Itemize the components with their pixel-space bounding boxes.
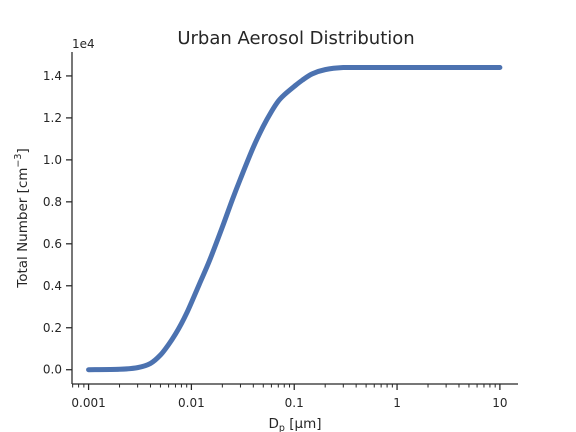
- y-axis-label: Total Number [cm−3]: [13, 148, 31, 288]
- x-tick-label: 0.01: [178, 396, 205, 410]
- x-tick-label: 1: [393, 396, 401, 410]
- y-axis-ticks: 0.0 0.2 0.4 0.6 0.8 1.0 1.2 1.4: [43, 69, 72, 377]
- y-offset-label: 1e4: [72, 37, 95, 51]
- chart-title: Urban Aerosol Distribution: [177, 28, 414, 49]
- y-tick-label: 1.0: [43, 153, 62, 167]
- series-layer: [86, 65, 503, 373]
- x-tick-label: 0.001: [71, 396, 105, 410]
- y-tick-label: 1.4: [43, 69, 62, 83]
- x-tick-label: 0.1: [285, 396, 304, 410]
- y-tick-label: 0.4: [43, 279, 62, 293]
- y-label-end: ]: [15, 148, 31, 153]
- y-tick-label: 0.6: [43, 237, 62, 251]
- y-tick-label: 0.8: [43, 195, 62, 209]
- x-label-sub: p: [279, 423, 285, 432]
- y-label-main: Total Number [cm: [15, 168, 31, 289]
- x-label-main: D: [268, 416, 278, 432]
- y-label-sup: −3: [13, 154, 24, 168]
- y-tick-label: 1.2: [43, 111, 62, 125]
- y-tick-label: 0.2: [43, 321, 62, 335]
- series-line: [86, 65, 503, 373]
- x-label-rest: [μm]: [285, 416, 322, 432]
- x-tick-label: 10: [492, 396, 507, 410]
- y-tick-label: 0.0: [43, 363, 62, 377]
- x-axis-label: Dp [μm]: [268, 416, 321, 432]
- x-axis-ticks: 0.001 0.01 0.1 1 10: [71, 384, 508, 410]
